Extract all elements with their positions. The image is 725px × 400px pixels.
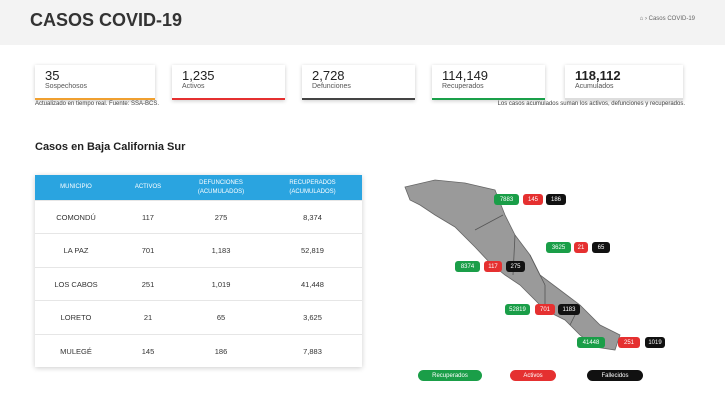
table-cell: 186 (214, 346, 228, 356)
stat-value: 1,235 (182, 68, 215, 83)
table-cell: 117 (142, 213, 154, 222)
breadcrumb-current: Casos COVID-19 (648, 16, 695, 22)
page-title: CASOS COVID-19 (30, 10, 183, 30)
table-cell: 701 (141, 246, 155, 256)
stat-card: 1,235 Activos (172, 65, 285, 100)
stat-value: 118,112 (575, 68, 621, 83)
municipal-border (474, 214, 581, 326)
table: MUNICIPIO ACTIVOS DEFUNCIONES (ACUMULADOS)… (35, 175, 362, 367)
table-row: MULEGÉ 145 186 7,883 (35, 333, 362, 368)
table-row: LA PAZ 701 1,183 52,819 (35, 233, 362, 267)
table-cell: MULEGÉ (60, 346, 92, 356)
note: Los casos acumulados suman los activos, … (497, 101, 685, 107)
table-cell: 145 (141, 346, 155, 356)
table-cell: 8,374 (303, 213, 322, 222)
table-header: MUNICIPIO (35, 175, 117, 200)
table-header: ACTIVOS (117, 175, 179, 200)
table-cell: 3,625 (303, 313, 322, 323)
table-cell: LA PAZ (63, 246, 89, 256)
legend-item: Fallecidos (587, 370, 643, 381)
map-recuperados: 8374 (455, 261, 480, 272)
stat-label: Recuperados (442, 83, 484, 90)
stat-value: 35 (45, 68, 60, 83)
map-fallecidos: 1183 (558, 304, 580, 315)
table-cell: 52,819 (301, 246, 324, 256)
header-bar (0, 0, 725, 45)
table-cell: 1,183 (211, 246, 231, 256)
map-fallecidos: 275 (506, 261, 525, 272)
stat-label: Acumulados (575, 83, 614, 90)
map-activos: 701 (535, 304, 555, 315)
map-recuperados: 7883 (494, 194, 519, 205)
table-header: RECUPERADOS (ACUMULADOS) (263, 175, 362, 200)
map-activos: 145 (523, 194, 543, 205)
map-recuperados: 3625 (546, 242, 571, 253)
map-fallecidos: 186 (546, 194, 566, 205)
table-row: LORETO 21 65 3,625 (35, 300, 362, 334)
table-row: LOS CABOS 251 1,019 41,448 (35, 266, 362, 301)
stat-card: 114,149 Recuperados (432, 65, 545, 100)
legend-item: Activos (510, 370, 556, 381)
table-cell: 275 (214, 213, 228, 222)
stat-card: 118,112 Acumulados (565, 65, 683, 100)
home-icon[interactable]: ⌂ (639, 16, 644, 22)
table-cell: 21 (143, 313, 153, 323)
table-row: COMONDÚ 117 275 8,374 (35, 200, 362, 234)
table-cell: COMONDÚ (56, 213, 96, 222)
stat-label: Defunciones (312, 83, 351, 90)
map-recuperados: 41448 (577, 337, 605, 348)
table-cell: 41,448 (301, 279, 324, 289)
legend-item: Recuperados (418, 370, 482, 381)
stat-value: 114,149 (442, 68, 489, 83)
table-cell: 7,883 (303, 346, 322, 356)
stat-label: Activos (182, 83, 205, 90)
table-cell: 65 (216, 313, 226, 323)
stat-card: 35 Sospechosos (35, 65, 155, 100)
map-fallecidos: 1019 (645, 337, 665, 348)
stat-card: 2,728 Defunciones (302, 65, 415, 100)
map-activos: 251 (618, 337, 640, 348)
breadcrumb: ⌂ › Casos COVID-19 (639, 16, 695, 22)
table-header: DEFUNCIONES (ACUMULADOS) (179, 175, 263, 200)
table-cell: LORETO (60, 313, 92, 323)
map-activos: 117 (484, 261, 502, 272)
section-title: Casos en Baja California Sur (35, 141, 186, 153)
stat-value: 2,728 (312, 68, 345, 83)
map-fallecidos: 65 (592, 242, 610, 253)
map-recuperados: 52819 (505, 304, 530, 315)
note: Actualizado en tiempo real. Fuente: SSA-… (35, 101, 160, 107)
map-activos: 21 (574, 242, 588, 253)
stat-label: Sospechosos (45, 83, 88, 90)
table-cell: 251 (141, 279, 155, 289)
table-cell: LOS CABOS (54, 279, 98, 289)
table-cell: 1,019 (211, 279, 231, 289)
